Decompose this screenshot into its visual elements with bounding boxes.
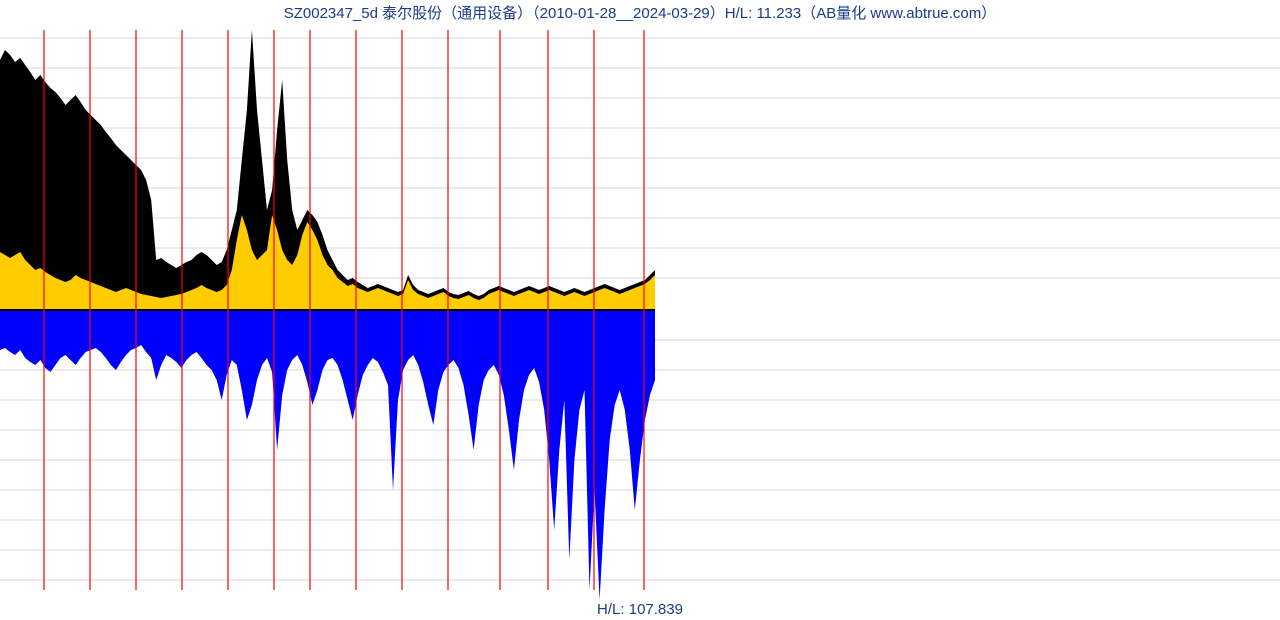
chart-footer: H/L: 107.839 <box>0 601 1280 618</box>
stock-chart: SZ002347_5d 泰尔股份（通用设备）（2010-01-28__2024-… <box>0 0 1280 620</box>
chart-plot <box>0 0 1280 620</box>
lower-series <box>0 310 655 600</box>
